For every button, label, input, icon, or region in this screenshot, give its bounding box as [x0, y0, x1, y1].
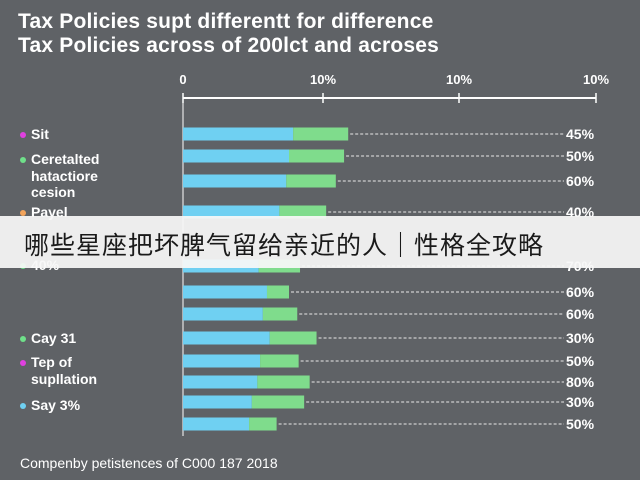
x-tick-label: 10%	[446, 72, 472, 87]
bar-segment-blue	[183, 205, 280, 219]
data-label: 50%	[566, 416, 595, 432]
label-cesion: cesion	[31, 184, 76, 200]
data-label: 50%	[566, 353, 595, 369]
label-ceretaited-text: Ceretalted	[31, 151, 100, 167]
bar-segment-green	[251, 395, 305, 409]
label-tep: Tep of	[20, 355, 72, 370]
bar-segment-green	[249, 417, 277, 431]
bar-segment-blue	[183, 417, 250, 431]
label-say-text: Say 3%	[31, 397, 81, 413]
overlay-banner[interactable]: 哪些星座把坏脾气留给亲近的人｜性格全攻略	[0, 216, 640, 268]
x-tick-label: 10%	[310, 72, 336, 87]
label-hatactiore: hatactiore	[31, 168, 98, 184]
bar-segment-blue	[183, 307, 263, 321]
banner-text[interactable]: 哪些星座把坏脾气留给亲近的人｜性格全攻略	[24, 231, 545, 260]
bar-segment-green	[262, 307, 298, 321]
bar-segment-green	[266, 285, 290, 299]
data-label: 80%	[566, 374, 595, 390]
orange-dot-icon	[20, 210, 26, 217]
bar-segment-green	[289, 149, 345, 163]
x-tick-label: 10%	[583, 72, 609, 87]
bar-segment-blue	[183, 375, 258, 389]
bar-segment-blue	[183, 285, 267, 299]
chart-title-line-2: Tax Policies across of 200lct and acrose…	[18, 34, 440, 57]
bar-segment-blue	[183, 354, 261, 368]
chart-title-line-1: Tax Policies supt differentt for differe…	[18, 10, 434, 33]
label-tep-text: Tep of	[31, 354, 72, 370]
bar-segment-blue	[183, 149, 290, 163]
bar-segment-blue	[183, 331, 270, 345]
label-ceretaited: Ceretalted	[20, 152, 99, 167]
label-cay: Cay 31	[20, 331, 76, 346]
data-label: 30%	[566, 330, 595, 346]
bar-segment-green	[269, 331, 317, 345]
label-supllation: supllation	[31, 371, 98, 387]
data-label: 30%	[566, 394, 595, 410]
label-payel: Payel	[20, 205, 68, 220]
data-label: 45%	[566, 126, 595, 142]
bar-segment-blue	[183, 127, 294, 141]
chart-footer: Compenby petistences of C000 187 2018	[20, 455, 278, 471]
label-sit: Sit	[20, 127, 49, 142]
label-cay-text: Cay 31	[31, 330, 77, 346]
label-sit-text: Sit	[31, 126, 49, 142]
label-payel-text: Payel	[31, 204, 68, 220]
bar-segment-green	[286, 174, 336, 188]
data-label: 60%	[566, 284, 595, 300]
bar-segment-blue	[183, 174, 287, 188]
label-say: Say 3%	[20, 398, 80, 413]
data-label: 50%	[566, 148, 595, 164]
magenta-dot-icon	[20, 132, 26, 139]
bar-segment-green	[257, 375, 310, 389]
green-dot-icon	[20, 157, 26, 164]
bar-segment-green	[293, 127, 349, 141]
blue-dot-icon	[20, 403, 26, 410]
bar-segment-blue	[183, 395, 252, 409]
magenta-dot-icon	[20, 360, 26, 367]
data-label: 60%	[566, 306, 595, 322]
bar-segment-green	[260, 354, 299, 368]
bar-segment-green	[279, 205, 327, 219]
green-dot-icon	[20, 336, 26, 343]
data-label: 60%	[566, 173, 595, 189]
x-tick-label: 0	[179, 72, 186, 87]
